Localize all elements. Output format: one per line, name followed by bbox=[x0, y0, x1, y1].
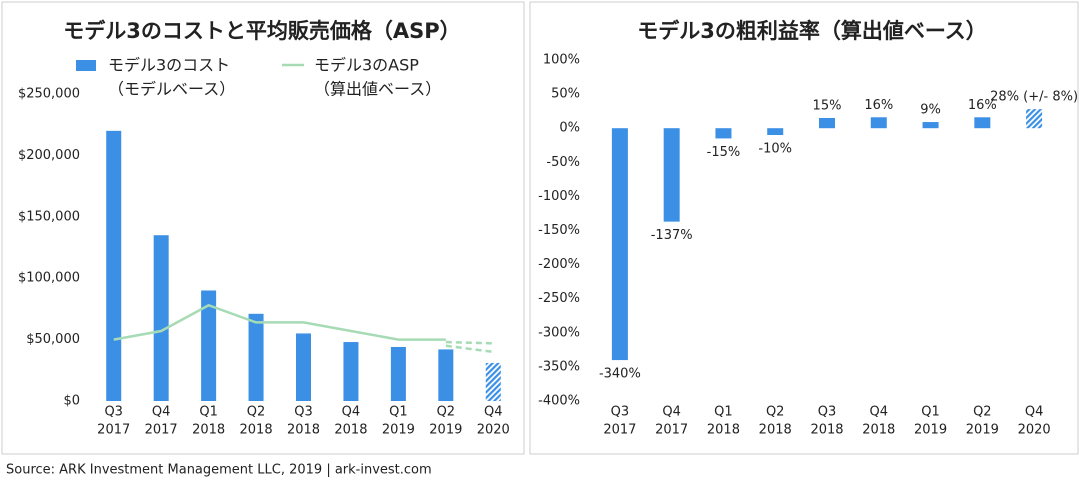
y-tick-label: -350% bbox=[538, 359, 580, 374]
y-tick-label: -200% bbox=[538, 257, 580, 272]
y-tick-label: 50% bbox=[551, 87, 580, 102]
y-tick-label: $200,000 bbox=[18, 148, 80, 163]
y-tick-label: 0% bbox=[559, 121, 580, 136]
x-tick-label: 2019 bbox=[966, 423, 999, 438]
chart-title: モデル3の粗利益率（算出値ベース） bbox=[637, 19, 987, 43]
x-tick-label: Q1 bbox=[714, 405, 733, 420]
x-tick-label: Q4 bbox=[342, 405, 361, 420]
x-tick-label: Q1 bbox=[921, 405, 940, 420]
y-tick-label: $100,000 bbox=[18, 271, 80, 286]
y-tick-label: $250,000 bbox=[18, 87, 80, 102]
x-tick-label: Q4 bbox=[870, 405, 889, 420]
legend-swatch bbox=[76, 60, 96, 71]
line bbox=[445, 340, 494, 345]
source: Source: ARK Investment Management LLC, 2… bbox=[6, 463, 432, 478]
y-tick-label: $150,000 bbox=[18, 209, 80, 224]
x-tick-label: Q3 bbox=[294, 405, 313, 420]
chart-title: モデル3のコストと平均販売価格（ASP） bbox=[63, 19, 460, 43]
x-tick-label: 2017 bbox=[145, 423, 178, 438]
bar bbox=[201, 290, 217, 401]
x-tick-label: Q3 bbox=[104, 405, 123, 420]
line bbox=[445, 344, 494, 354]
x-tick-label: Q2 bbox=[437, 405, 456, 420]
x-tick-label: Q4 bbox=[1025, 405, 1044, 420]
x-tick-label: 2020 bbox=[1018, 423, 1051, 438]
bar bbox=[974, 117, 991, 129]
x-tick-label: Q1 bbox=[199, 405, 218, 420]
x-tick-label: Q3 bbox=[818, 405, 837, 420]
x-tick-label: Q1 bbox=[389, 405, 408, 420]
x-tick-label: 2017 bbox=[603, 423, 636, 438]
panel-border bbox=[1, 1, 525, 455]
x-tick-label: Q4 bbox=[484, 405, 503, 420]
x-tick-label: Q3 bbox=[611, 405, 630, 420]
x-tick-label: 2017 bbox=[97, 423, 130, 438]
y-tick-label: -400% bbox=[538, 394, 580, 409]
x-tick-label: 2018 bbox=[810, 423, 843, 438]
x-tick-label: Q2 bbox=[766, 405, 785, 420]
y-tick-label: -100% bbox=[538, 189, 580, 204]
bar bbox=[611, 128, 628, 361]
data-label: 28% (+/- 8%) bbox=[990, 90, 1078, 105]
data-label: -10% bbox=[758, 142, 792, 157]
x-tick-label: 2018 bbox=[759, 423, 792, 438]
y-tick-label: -250% bbox=[538, 291, 580, 306]
bar bbox=[106, 130, 122, 401]
bar bbox=[296, 333, 311, 401]
x-tick-label: 2017 bbox=[655, 423, 688, 438]
y-tick-label: -150% bbox=[538, 223, 580, 238]
x-tick-label: Q2 bbox=[973, 405, 992, 420]
data-label: -137% bbox=[651, 228, 693, 243]
x-tick-label: Q4 bbox=[152, 405, 171, 420]
y-tick-label: -300% bbox=[538, 325, 580, 340]
bar bbox=[1026, 109, 1043, 129]
data-label: 15% bbox=[813, 98, 842, 113]
bar bbox=[153, 235, 169, 401]
panel-border bbox=[529, 1, 1079, 455]
bar bbox=[819, 117, 835, 129]
bar bbox=[485, 362, 501, 401]
bar bbox=[663, 128, 680, 222]
x-tick-label: 2018 bbox=[287, 423, 320, 438]
x-tick-label: 2018 bbox=[192, 423, 225, 438]
bar bbox=[390, 346, 406, 401]
y-tick-label: $0 bbox=[63, 394, 80, 409]
y-tick-label: -50% bbox=[546, 155, 580, 170]
x-tick-label: Q2 bbox=[247, 405, 266, 420]
y-tick-label: $50,000 bbox=[26, 332, 80, 347]
y-tick-label: 100% bbox=[543, 53, 580, 68]
x-tick-label: 2019 bbox=[914, 423, 947, 438]
x-tick-label: 2019 bbox=[429, 423, 462, 438]
data-label: 16% bbox=[968, 98, 997, 113]
bar bbox=[870, 117, 887, 129]
bar bbox=[715, 128, 732, 139]
data-label: -15% bbox=[707, 145, 741, 160]
x-tick-label: 2019 bbox=[382, 423, 415, 438]
x-tick-label: 2018 bbox=[707, 423, 740, 438]
data-label: 16% bbox=[864, 98, 893, 113]
legend-label: （モデルベース） bbox=[108, 80, 235, 99]
x-tick-label: 2020 bbox=[477, 423, 510, 438]
x-tick-label: 2018 bbox=[334, 423, 367, 438]
x-tick-label: 2018 bbox=[240, 423, 273, 438]
x-tick-label: Q4 bbox=[662, 405, 681, 420]
bar bbox=[767, 128, 784, 136]
x-tick-label: 2018 bbox=[862, 423, 895, 438]
bar bbox=[248, 313, 264, 401]
data-label: -340% bbox=[599, 367, 641, 382]
legend-label: モデル3のASP bbox=[314, 56, 419, 75]
bar bbox=[922, 122, 939, 129]
line bbox=[113, 303, 446, 341]
bar bbox=[343, 342, 359, 401]
bar bbox=[438, 349, 454, 401]
data-label: 9% bbox=[920, 103, 941, 118]
legend-label: モデル3のコスト bbox=[108, 56, 230, 75]
legend-label: （算出値ベース） bbox=[314, 80, 441, 99]
